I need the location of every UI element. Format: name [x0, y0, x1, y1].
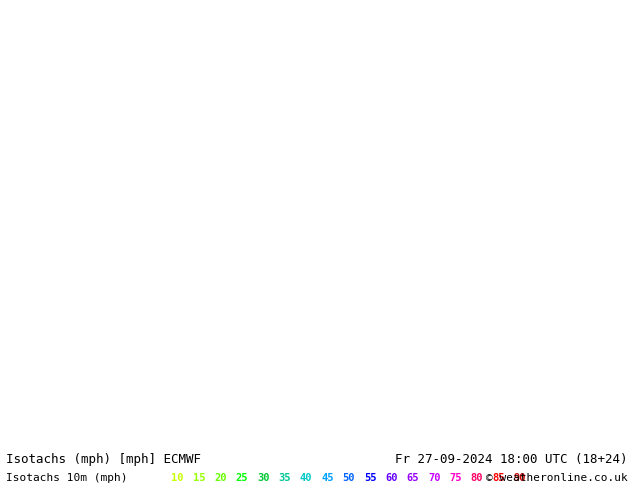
Text: 50: 50	[342, 473, 355, 483]
Text: Isotachs (mph) [mph] ECMWF: Isotachs (mph) [mph] ECMWF	[6, 453, 202, 466]
Text: 15: 15	[193, 473, 205, 483]
Text: 55: 55	[364, 473, 377, 483]
Text: 40: 40	[300, 473, 312, 483]
Text: 80: 80	[471, 473, 483, 483]
Text: 90: 90	[514, 473, 526, 483]
Text: 25: 25	[235, 473, 248, 483]
Text: 30: 30	[257, 473, 269, 483]
Text: 20: 20	[214, 473, 226, 483]
Text: 45: 45	[321, 473, 333, 483]
Text: © weatheronline.co.uk: © weatheronline.co.uk	[486, 473, 628, 483]
Text: 10: 10	[171, 473, 184, 483]
Text: 60: 60	[385, 473, 398, 483]
Text: 65: 65	[406, 473, 419, 483]
Text: 75: 75	[450, 473, 462, 483]
Text: 85: 85	[492, 473, 505, 483]
Text: Isotachs 10m (mph): Isotachs 10m (mph)	[6, 473, 128, 483]
Text: 70: 70	[428, 473, 441, 483]
Text: Fr 27-09-2024 18:00 UTC (18+24): Fr 27-09-2024 18:00 UTC (18+24)	[395, 453, 628, 466]
Text: 35: 35	[278, 473, 291, 483]
